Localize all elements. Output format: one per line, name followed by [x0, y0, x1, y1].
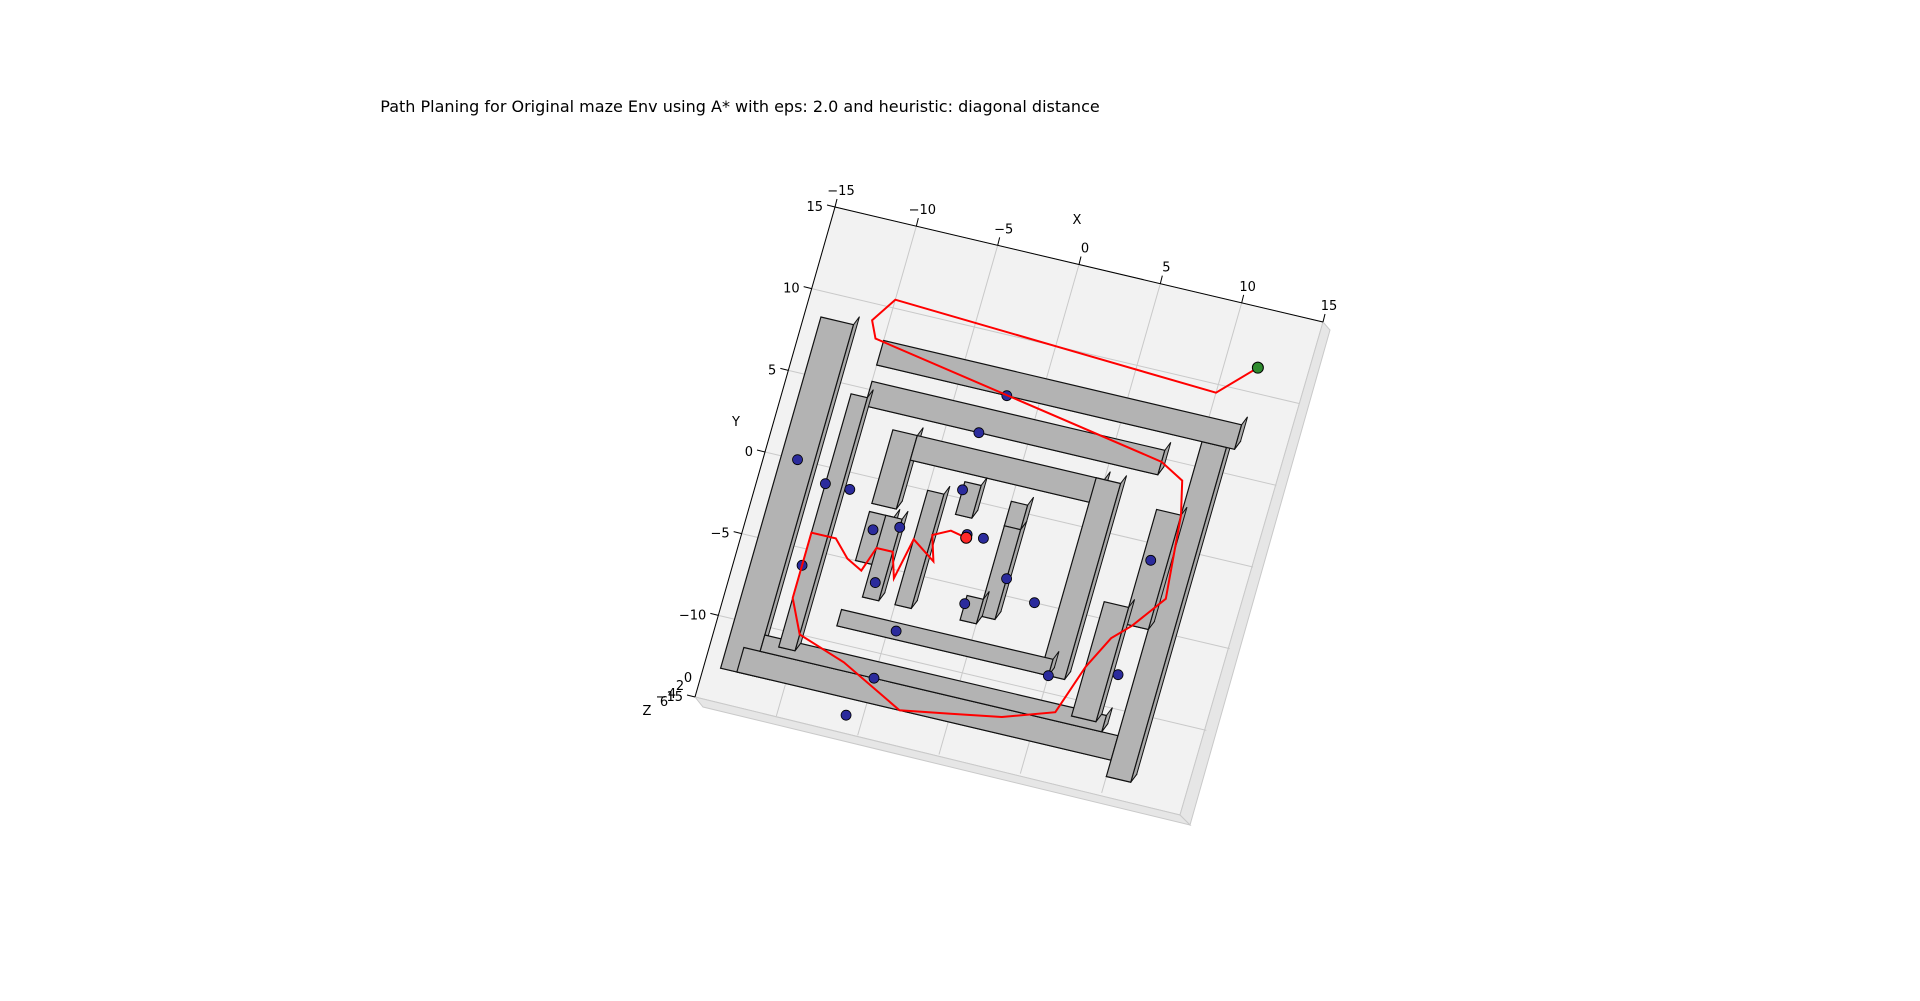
wall-top	[1039, 477, 1122, 681]
x-tick-label: −10	[909, 203, 936, 218]
waypoint	[1145, 554, 1157, 566]
y-tick-label: −15	[656, 690, 683, 705]
waypoint	[840, 709, 852, 721]
z-axis-label: Z	[643, 704, 652, 719]
y-tick-mark	[686, 694, 696, 698]
waypoint	[867, 524, 879, 536]
wall-top	[1123, 508, 1182, 631]
wall-top	[875, 339, 1243, 451]
y-tick-mark	[780, 367, 789, 371]
waypoint	[868, 672, 880, 684]
x-tick-label: −15	[827, 184, 854, 199]
y-tick-label: 15	[806, 200, 823, 215]
waypoint	[890, 625, 902, 637]
waypoint	[1042, 670, 1054, 682]
wall-top	[977, 525, 1022, 621]
x-tick-mark	[997, 237, 1001, 246]
waypoint	[844, 484, 856, 495]
start-point	[960, 531, 973, 544]
waypoint	[792, 454, 803, 466]
y-axis-label: Y	[731, 415, 740, 430]
z-tick-label: 6	[660, 695, 668, 710]
x-tick-mark	[1159, 275, 1163, 284]
y-tick-mark	[803, 286, 812, 290]
wall-top	[1070, 600, 1130, 723]
x-tick-label: 5	[1162, 261, 1170, 276]
waypoint	[1001, 573, 1012, 585]
waypoint	[1112, 669, 1124, 681]
x-ticks: −15 −10 −5 0 5 10 15	[827, 184, 1338, 323]
goal-point	[1251, 361, 1264, 374]
pane-side-bottom	[693, 696, 1192, 826]
y-tick-label: 0	[745, 445, 753, 460]
x-tick-mark	[1322, 313, 1326, 323]
waypoint	[973, 427, 985, 439]
waypoint	[869, 577, 881, 588]
z-tick-label: 2	[676, 679, 684, 694]
y-tick-mark	[826, 204, 836, 208]
y-tick-mark	[756, 449, 766, 453]
x-tick-mark	[834, 198, 838, 208]
x-tick-label: 0	[1081, 242, 1089, 257]
y-tick-label: 10	[783, 282, 800, 297]
wall-top	[954, 480, 982, 519]
waypoint	[957, 484, 968, 496]
y-tick-label: −5	[710, 527, 729, 542]
waypoint	[894, 521, 906, 533]
x-axis-label: X	[1073, 213, 1082, 228]
x-tick-label: −5	[994, 222, 1013, 237]
y-tick-mark	[710, 612, 719, 616]
waypoint	[820, 478, 831, 490]
y-tick-label: −10	[679, 608, 706, 623]
x-tick-label: 15	[1321, 299, 1338, 314]
z-tick-label: 4	[668, 687, 676, 702]
y-tick-mark	[733, 531, 742, 535]
wall-top	[894, 489, 945, 610]
waypoint	[1029, 597, 1040, 609]
wall-top	[759, 634, 1108, 733]
planned-path	[791, 298, 1259, 719]
x-tick-mark	[1241, 294, 1245, 303]
chart-title: Path Planing for Original maze Env using…	[380, 97, 1099, 116]
waypoint	[959, 598, 971, 610]
y-tick-label: 5	[768, 363, 776, 378]
y-ticks: 15 10 5 0 −5 −10 −15	[656, 200, 836, 705]
maze-walls	[719, 316, 1249, 783]
x-tick-label: 10	[1239, 280, 1256, 295]
x-tick-mark	[1078, 256, 1082, 265]
wall-top	[871, 429, 919, 510]
x-tick-mark	[915, 218, 919, 227]
waypoint	[978, 532, 989, 544]
z-tick-label: 0	[684, 671, 692, 686]
